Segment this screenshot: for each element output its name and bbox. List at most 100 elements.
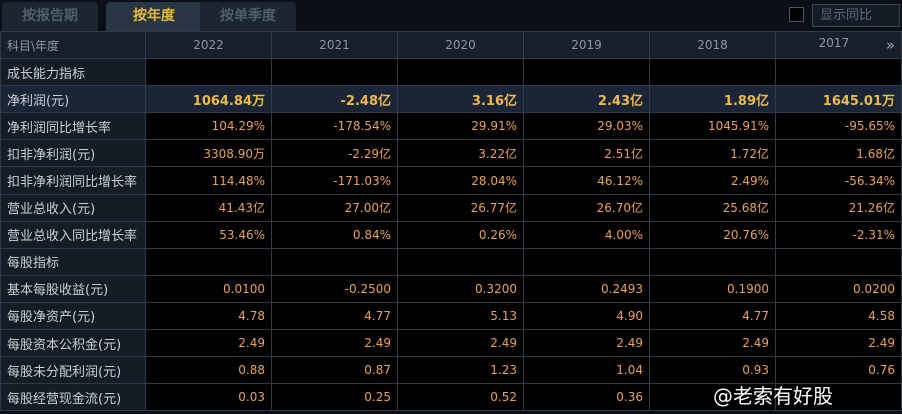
cell-value: 1.23 bbox=[397, 356, 524, 385]
cell-value: 5.13 bbox=[397, 301, 524, 331]
cell-value: -0.2500 bbox=[271, 274, 398, 303]
row-label: 净利润同比增长率 bbox=[0, 112, 146, 141]
table-row: 每股净资产(元) 4.78 4.77 5.13 4.90 4.77 4.58 bbox=[0, 301, 902, 331]
cell-value: 0.88 bbox=[145, 356, 272, 385]
table-row: 成长能力指标 bbox=[0, 58, 902, 87]
cell-value bbox=[145, 58, 272, 87]
cell-value: 20.76% bbox=[649, 220, 776, 249]
table-row: 营业总收入同比增长率 53.46% 0.84% 0.26% 4.00% 20.76% -2.… bbox=[0, 220, 902, 249]
cell-value: 2.51亿 bbox=[523, 139, 650, 168]
cell-value: 2.49 bbox=[649, 329, 776, 358]
cell-value: 4.90 bbox=[523, 301, 650, 331]
table-row: 营业总收入(元) 41.43亿 27.00亿 26.77亿 26.70亿 25.68亿 21… bbox=[0, 193, 902, 222]
cell-value bbox=[523, 247, 650, 276]
cell-value bbox=[775, 247, 902, 276]
cell-value: 1.72亿 bbox=[649, 139, 776, 168]
cell-value bbox=[271, 247, 398, 276]
cell-value: 2.49 bbox=[145, 329, 272, 358]
row-label: 每股资本公积金(元) bbox=[0, 329, 146, 358]
table-row: 每股资本公积金(元) 2.49 2.49 2.49 2.49 2.49 2.49 bbox=[0, 329, 902, 358]
header-label: 科目\年度 bbox=[0, 30, 146, 60]
row-label: 基本每股收益(元) bbox=[0, 274, 146, 303]
cell-value: 0.36 bbox=[523, 383, 650, 412]
cell-value bbox=[397, 247, 524, 276]
cell-value: 0.25 bbox=[271, 383, 398, 412]
year-header-2021[interactable]: 2021 bbox=[271, 30, 398, 60]
cell-value: 2.49 bbox=[397, 329, 524, 358]
cell-value: -56.34% bbox=[775, 166, 902, 195]
cell-value: 0.1900 bbox=[649, 274, 776, 303]
cell-value: 21.26亿 bbox=[775, 193, 902, 222]
row-label: 每股未分配利润(元) bbox=[0, 356, 146, 385]
cell-value: 0.3200 bbox=[397, 274, 524, 303]
year-header-2020[interactable]: 2020 bbox=[397, 30, 524, 60]
cell-value: 3.22亿 bbox=[397, 139, 524, 168]
cell-value: 1.68亿 bbox=[775, 139, 902, 168]
cell-value: -171.03% bbox=[271, 166, 398, 195]
year-header-2017[interactable]: 2017 » bbox=[775, 30, 902, 60]
row-label: 成长能力指标 bbox=[0, 58, 146, 87]
table-row: 基本每股收益(元) 0.0100 -0.2500 0.3200 0.2493 0.1900… bbox=[0, 274, 902, 303]
cell-value: 0.52 bbox=[397, 383, 524, 412]
year-label: 2018 bbox=[697, 38, 728, 53]
cell-value: 46.12% bbox=[523, 166, 650, 195]
cell-value: 53.46% bbox=[145, 220, 272, 249]
cell-value: -95.65% bbox=[775, 112, 902, 141]
year-header-2022[interactable]: 2022 bbox=[145, 30, 272, 60]
cell-value: 0.26% bbox=[397, 220, 524, 249]
year-label: 2017 bbox=[818, 36, 850, 51]
year-label: 2021 bbox=[319, 38, 350, 53]
show-yoy-checkbox[interactable] bbox=[789, 7, 804, 22]
row-label: 营业总收入同比增长率 bbox=[0, 220, 146, 249]
year-header-2018[interactable]: 2018 bbox=[649, 30, 776, 60]
cell-value: 4.77 bbox=[271, 301, 398, 331]
cell-value: 25.68亿 bbox=[649, 193, 776, 222]
table-row: 每股指标 bbox=[0, 247, 902, 276]
cell-value: 0.93 bbox=[649, 356, 776, 385]
cell-value: 2.49 bbox=[775, 329, 902, 358]
cell-value: 114.48% bbox=[145, 166, 272, 195]
year-label: 2020 bbox=[445, 38, 476, 53]
cell-value: 3308.90万 bbox=[145, 139, 272, 168]
year-label: 2022 bbox=[193, 38, 224, 53]
table-row: 净利润(元) 1064.84万 -2.48亿 3.16亿 2.43亿 1.89亿 1645.… bbox=[0, 85, 902, 114]
cell-value: 0.03 bbox=[145, 383, 272, 412]
cell-value: 28.04% bbox=[397, 166, 524, 195]
cell-value: 1.04 bbox=[523, 356, 650, 385]
cell-value: 0.76 bbox=[775, 356, 902, 385]
cell-value: 2.49% bbox=[649, 166, 776, 195]
cell-value: 2.43亿 bbox=[523, 85, 650, 114]
cell-value bbox=[775, 58, 902, 87]
tab-by-year[interactable]: 按年度 bbox=[106, 2, 202, 31]
cell-value bbox=[649, 58, 776, 87]
row-label: 净利润(元) bbox=[0, 85, 146, 114]
table-row: 净利润同比增长率 104.29% -178.54% 29.91% 29.03% 1045.… bbox=[0, 112, 902, 141]
show-yoy-toggle[interactable]: 显示同比 bbox=[812, 4, 900, 27]
tab-by-quarter[interactable]: 按单季度 bbox=[200, 2, 296, 31]
more-columns-icon[interactable]: » bbox=[885, 36, 895, 55]
cell-value: 27.00亿 bbox=[271, 193, 398, 222]
year-label: 2019 bbox=[571, 38, 602, 53]
row-label: 每股指标 bbox=[0, 247, 146, 276]
year-header-2019[interactable]: 2019 bbox=[523, 30, 650, 60]
cell-value: -178.54% bbox=[271, 112, 398, 141]
cell-value: -2.29亿 bbox=[271, 139, 398, 168]
row-label: 每股经营现金流(元) bbox=[0, 383, 146, 412]
cell-value: 104.29% bbox=[145, 112, 272, 141]
financial-table: 科目\年度 2022 2021 2020 2019 2018 2017 » 成长能力指标 净利润(… bbox=[0, 30, 902, 412]
cell-value: 1645.01万 bbox=[775, 85, 902, 114]
header-row: 科目\年度 2022 2021 2020 2019 2018 2017 » bbox=[0, 30, 902, 60]
cell-value bbox=[271, 58, 398, 87]
cell-value: 26.70亿 bbox=[523, 193, 650, 222]
tab-bar: 按报告期 按年度 按单季度 显示同比 bbox=[0, 0, 902, 31]
cell-value: 2.49 bbox=[523, 329, 650, 358]
tab-by-report-period[interactable]: 按报告期 bbox=[2, 2, 98, 31]
row-label: 营业总收入(元) bbox=[0, 193, 146, 222]
table-row: 扣非净利润(元) 3308.90万 -2.29亿 3.22亿 2.51亿 1.72亿 1.6… bbox=[0, 139, 902, 168]
cell-value: 4.77 bbox=[649, 301, 776, 331]
cell-value bbox=[649, 383, 776, 412]
cell-value: 29.03% bbox=[523, 112, 650, 141]
cell-value: 41.43亿 bbox=[145, 193, 272, 222]
cell-value bbox=[775, 383, 902, 412]
cell-value: 0.0200 bbox=[775, 274, 902, 303]
